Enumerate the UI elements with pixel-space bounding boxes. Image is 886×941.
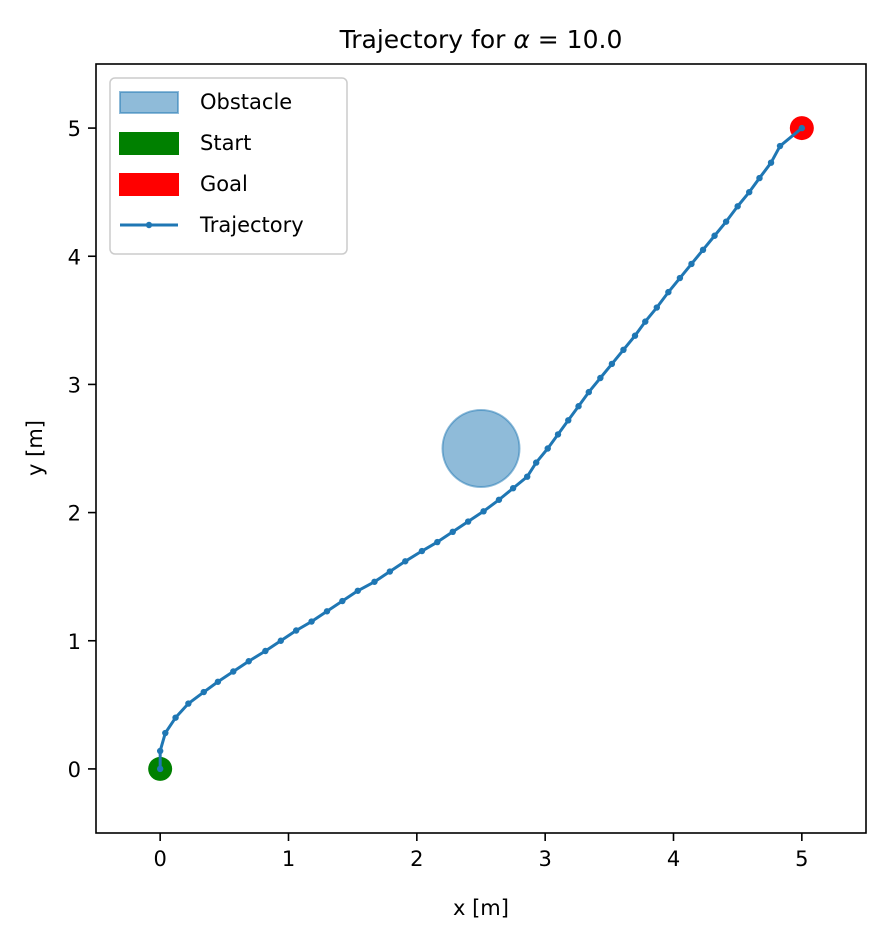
y-tick-label-3: 3 [68, 373, 81, 397]
x-tick-label-1: 1 [282, 847, 295, 871]
trajectory-point-13 [323, 608, 331, 615]
trajectory-point-31 [575, 403, 582, 410]
y-tick-label-4: 4 [68, 245, 81, 269]
trajectory-point-34 [608, 360, 616, 368]
trajectory-point-17 [386, 568, 394, 575]
x-tick-label-3: 3 [538, 847, 551, 871]
x-tick-label-0: 0 [153, 847, 166, 871]
trajectory-point-36 [631, 332, 639, 339]
x-tick-label-4: 4 [667, 847, 680, 871]
trajectory-point-40 [676, 274, 684, 282]
trajectory-point-22 [464, 518, 472, 525]
trajectory-point-47 [756, 174, 763, 182]
trajectory-point-4 [185, 700, 192, 707]
trajectory-point-43 [711, 232, 718, 239]
trajectory-point-45 [734, 203, 741, 210]
trajectory-point-8 [245, 658, 252, 665]
trajectory-point-37 [642, 318, 649, 325]
trajectory-point-48 [767, 159, 775, 166]
trajectory-point-50 [798, 124, 806, 132]
x-tick-label-5: 5 [795, 847, 808, 871]
trajectory-point-2 [162, 729, 169, 737]
trajectory-point-3 [172, 714, 179, 721]
trajectory-point-30 [565, 417, 572, 424]
trajectory-point-5 [200, 688, 207, 696]
legend: Obstacle Start Goal Trajectory [109, 77, 348, 255]
trajectory-point-26 [524, 473, 531, 480]
trajectory-point-12 [308, 618, 315, 625]
trajectory-point-44 [722, 218, 730, 225]
trajectory-point-28 [544, 445, 551, 452]
trajectory-point-32 [585, 388, 592, 396]
trajectory-point-9 [262, 647, 269, 655]
trajectory-point-15 [354, 587, 361, 594]
trajectory-point-24 [495, 496, 503, 503]
trajectory-point-18 [402, 558, 409, 565]
trajectory-point-10 [277, 637, 284, 644]
trajectory-point-21 [449, 528, 456, 536]
chart-title-suffix: = 10.0 [530, 25, 623, 54]
trajectory-point-20 [434, 538, 441, 546]
axis-ticks: 0 1 2 3 4 5 0 1 2 3 4 5 [68, 63, 867, 871]
trajectory-point-0 [156, 765, 164, 773]
y-axis-label: y [m] [23, 420, 47, 476]
legend-swatch-marker-trajectory [145, 221, 153, 229]
y-tick-label-5: 5 [68, 117, 81, 141]
legend-swatch-goal [119, 173, 179, 196]
trajectory-point-16 [371, 578, 378, 585]
trajectory-point-42 [699, 246, 707, 254]
trajectory-point-19 [418, 547, 426, 555]
legend-label-goal: Goal [200, 172, 248, 196]
chart-title-symbol: α [513, 25, 530, 54]
x-axis-label: x [m] [453, 896, 509, 920]
y-tick-label-0: 0 [68, 758, 81, 782]
trajectory-point-23 [480, 508, 487, 515]
trajectory-point-6 [214, 678, 222, 685]
trajectory-point-38 [653, 304, 661, 311]
axes-frame [95, 63, 867, 834]
legend-swatch-obstacle [119, 91, 179, 114]
y-tick-label-2: 2 [68, 502, 81, 526]
x-tick-label-2: 2 [410, 847, 423, 871]
trajectory-point-25 [509, 485, 517, 492]
trajectory-point-1 [156, 747, 164, 755]
chart-title: Trajectory for α = 10.0 [339, 25, 623, 54]
obstacle-circle [441, 409, 521, 488]
trajectory-point-14 [339, 597, 346, 605]
trajectory-point-46 [746, 188, 753, 196]
trajectory-point-33 [597, 374, 604, 382]
trajectory-point-11 [293, 627, 300, 634]
legend-label-trajectory: Trajectory [199, 213, 304, 237]
trajectory-point-39 [665, 288, 672, 296]
legend-label-start: Start [200, 131, 251, 155]
trajectory-point-29 [554, 431, 562, 438]
trajectory-point-7 [230, 668, 237, 675]
chart-title-prefix: Trajectory for [339, 25, 514, 54]
trajectory-point-41 [688, 260, 695, 268]
legend-label-obstacle: Obstacle [200, 90, 292, 114]
trajectory-point-27 [532, 459, 540, 466]
legend-box [109, 77, 348, 255]
trajectory-point-49 [776, 142, 784, 150]
legend-swatch-start [119, 132, 179, 155]
trajectory-point-35 [620, 346, 627, 354]
plot-area [148, 116, 814, 781]
y-tick-label-1: 1 [68, 630, 81, 654]
